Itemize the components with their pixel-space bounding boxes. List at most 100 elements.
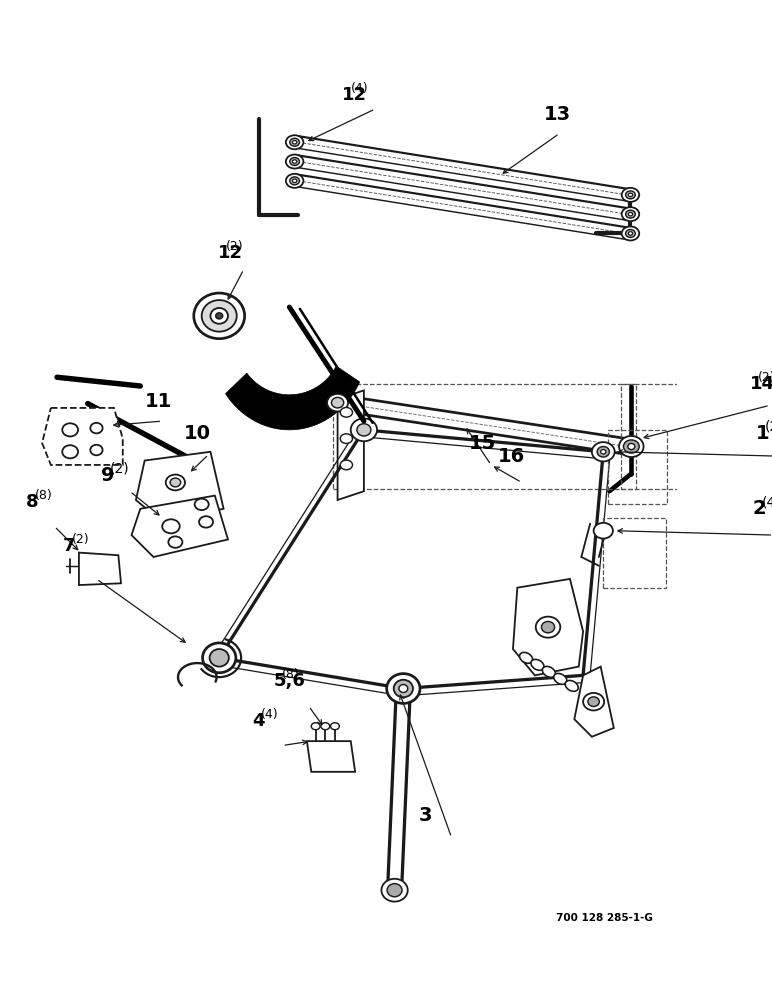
Text: 8: 8 [26, 493, 39, 511]
Ellipse shape [387, 674, 420, 703]
Ellipse shape [340, 407, 353, 417]
Text: (2): (2) [110, 462, 130, 476]
Ellipse shape [541, 621, 554, 633]
Ellipse shape [619, 436, 644, 457]
Ellipse shape [625, 229, 635, 237]
Ellipse shape [90, 445, 103, 455]
Ellipse shape [531, 659, 544, 670]
Polygon shape [513, 579, 583, 675]
Polygon shape [136, 452, 224, 522]
Ellipse shape [290, 158, 300, 165]
Ellipse shape [321, 723, 330, 730]
Ellipse shape [330, 723, 340, 730]
Ellipse shape [628, 443, 635, 450]
Ellipse shape [166, 475, 185, 490]
Ellipse shape [170, 478, 181, 487]
Text: 12: 12 [218, 244, 242, 262]
Ellipse shape [293, 179, 296, 183]
Ellipse shape [394, 680, 413, 697]
Ellipse shape [625, 191, 635, 199]
Text: (2): (2) [226, 240, 244, 253]
Bar [621, 384, 678, 489]
Ellipse shape [594, 523, 613, 539]
Ellipse shape [290, 138, 300, 146]
Ellipse shape [199, 516, 213, 528]
Ellipse shape [215, 313, 222, 319]
Text: (4): (4) [761, 495, 772, 509]
Text: (2): (2) [758, 371, 772, 384]
Ellipse shape [195, 499, 208, 510]
Ellipse shape [628, 232, 632, 235]
Ellipse shape [340, 434, 353, 443]
Ellipse shape [583, 693, 604, 710]
Ellipse shape [520, 652, 533, 663]
Text: 700 128 285-1-G: 700 128 285-1-G [557, 913, 653, 923]
Polygon shape [337, 390, 364, 500]
Ellipse shape [399, 685, 408, 692]
Bar [603, 518, 666, 588]
Ellipse shape [63, 445, 78, 458]
Bar [334, 384, 635, 489]
Ellipse shape [209, 649, 229, 667]
Text: 13: 13 [543, 105, 571, 124]
Ellipse shape [293, 140, 296, 144]
Text: 16: 16 [498, 447, 525, 466]
Ellipse shape [293, 160, 296, 163]
Text: 1: 1 [756, 424, 770, 443]
Text: (2): (2) [72, 533, 90, 546]
Ellipse shape [201, 300, 237, 332]
Ellipse shape [592, 442, 615, 461]
Ellipse shape [381, 879, 408, 902]
Text: 12: 12 [342, 86, 367, 104]
Ellipse shape [565, 680, 578, 691]
Ellipse shape [350, 418, 377, 441]
Text: (4): (4) [350, 82, 368, 95]
Text: (8): (8) [282, 668, 300, 681]
Ellipse shape [211, 308, 228, 324]
Ellipse shape [387, 884, 402, 897]
Ellipse shape [601, 450, 606, 454]
Ellipse shape [286, 155, 303, 169]
Ellipse shape [543, 666, 555, 677]
Polygon shape [79, 553, 121, 585]
Text: 5,6: 5,6 [273, 672, 306, 690]
Text: 4: 4 [252, 712, 265, 730]
Text: 9: 9 [101, 466, 114, 485]
Text: 14: 14 [750, 375, 772, 393]
Ellipse shape [331, 397, 344, 408]
Ellipse shape [202, 643, 236, 673]
Ellipse shape [340, 460, 353, 470]
Bar [608, 430, 667, 504]
Ellipse shape [290, 177, 300, 185]
Ellipse shape [168, 536, 182, 548]
Polygon shape [131, 496, 228, 557]
Text: 11: 11 [144, 392, 172, 411]
Ellipse shape [588, 697, 599, 706]
Text: (2): (2) [765, 420, 772, 434]
Ellipse shape [621, 207, 639, 221]
Text: 3: 3 [419, 806, 432, 825]
Ellipse shape [286, 174, 303, 188]
Text: 2: 2 [753, 499, 766, 518]
Text: 7: 7 [63, 537, 76, 555]
Ellipse shape [624, 440, 639, 453]
Ellipse shape [628, 193, 632, 197]
Ellipse shape [162, 519, 180, 533]
Ellipse shape [625, 210, 635, 218]
Ellipse shape [286, 135, 303, 149]
Ellipse shape [621, 226, 639, 240]
Ellipse shape [628, 212, 632, 216]
Polygon shape [307, 741, 355, 772]
Polygon shape [574, 667, 614, 737]
Text: 15: 15 [469, 434, 496, 453]
Ellipse shape [554, 673, 567, 684]
Ellipse shape [597, 447, 609, 457]
Text: (8): (8) [35, 489, 52, 502]
Text: (4): (4) [261, 708, 279, 721]
Ellipse shape [311, 723, 320, 730]
Ellipse shape [327, 394, 348, 411]
Ellipse shape [357, 424, 371, 436]
Ellipse shape [63, 423, 78, 436]
Ellipse shape [90, 423, 103, 433]
Polygon shape [42, 408, 123, 465]
